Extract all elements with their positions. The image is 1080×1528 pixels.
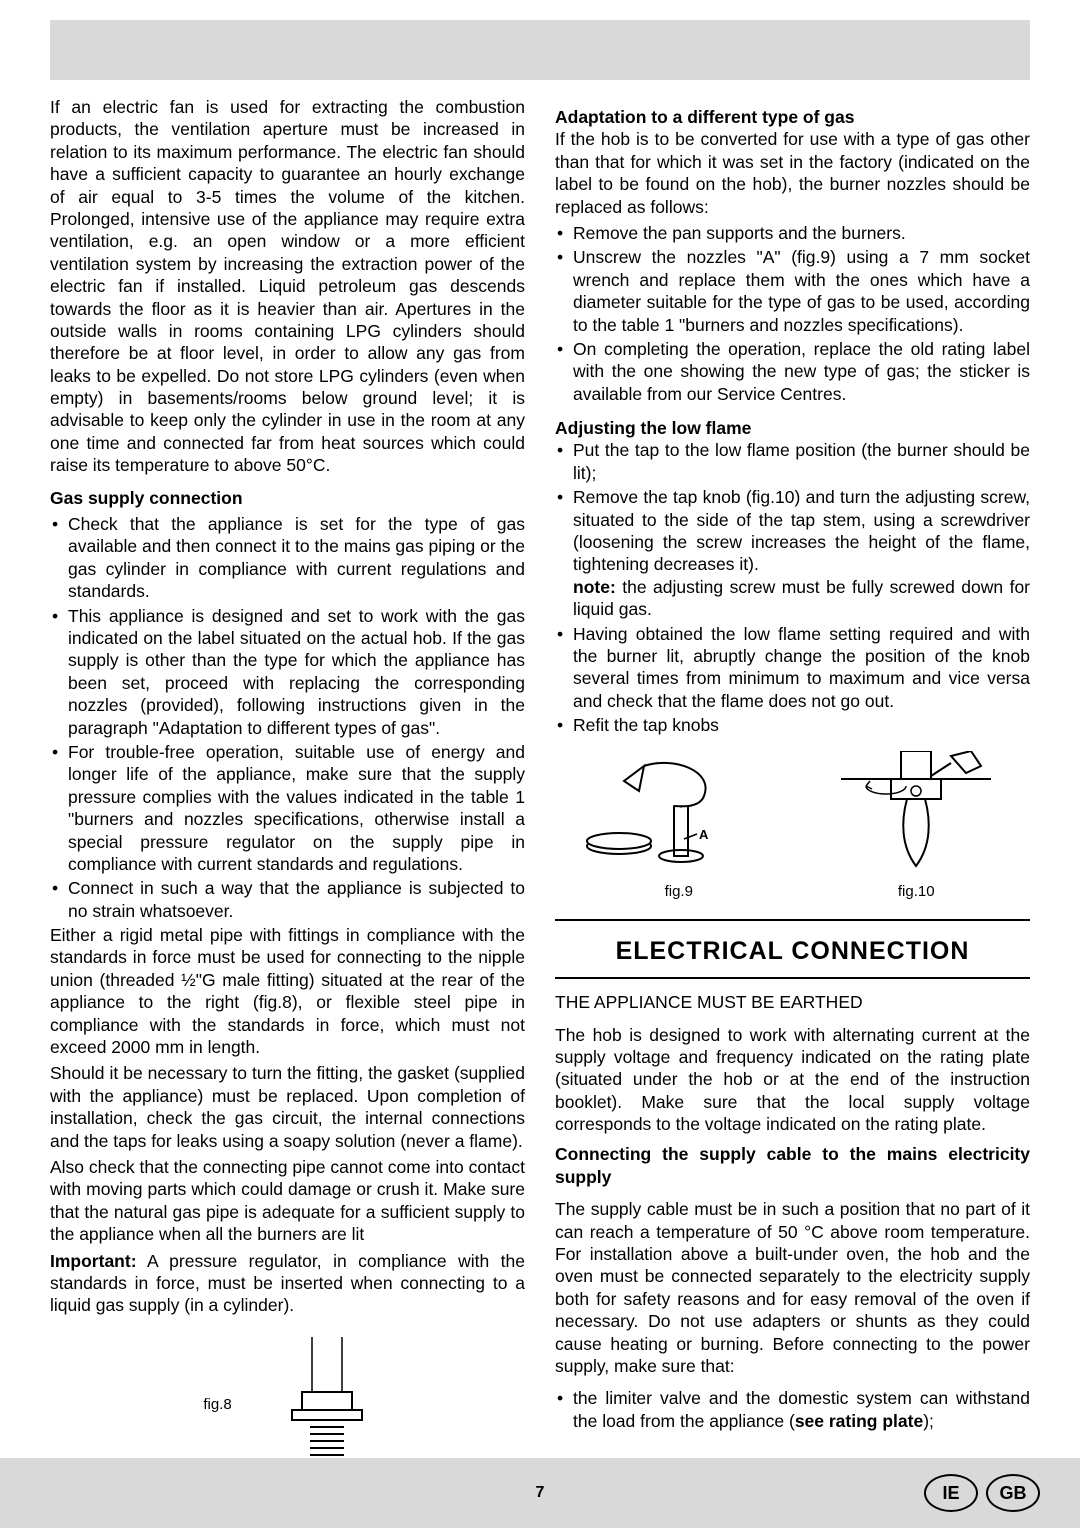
page: If an electric fan is used for extractin… (0, 0, 1080, 1528)
intro-paragraph: If an electric fan is used for extractin… (50, 96, 525, 477)
adjust-item-text: Remove the tap knob (fig.10) and turn th… (573, 487, 1030, 574)
right-column: Adaptation to a different type of gas If… (555, 96, 1030, 1467)
elec-bullet-post: ); (923, 1411, 934, 1431)
fig8-label: fig.8 (203, 1395, 231, 1414)
list-item: Unscrew the nozzles "A" (fig.9) using a … (555, 246, 1030, 336)
connect-heading: Connecting the supply cable to the mains… (555, 1143, 1030, 1188)
section-rule-bottom (555, 977, 1030, 979)
fig8-block: fig.8 (50, 1337, 525, 1467)
adaptation-intro: If the hob is to be converted for use wi… (555, 128, 1030, 218)
also-paragraph: Also check that the connecting pipe cann… (50, 1156, 525, 1246)
section-rule-top (555, 919, 1030, 921)
adjust-list: Put the tap to the low flame position (t… (555, 439, 1030, 736)
fig9-block: A fig.9 (584, 761, 774, 902)
left-column: If an electric fan is used for extractin… (50, 96, 525, 1467)
important-paragraph: Important: A pressure regulator, in comp… (50, 1250, 525, 1317)
list-item: Remove the tap knob (fig.10) and turn th… (555, 486, 1030, 620)
gas-supply-list: Check that the appliance is set for the … (50, 513, 525, 922)
list-item: the limiter valve and the domestic syste… (555, 1387, 1030, 1432)
gas-supply-heading: Gas supply connection (50, 487, 525, 509)
list-item: For trouble-free operation, suitable use… (50, 741, 525, 875)
list-item: Remove the pan supports and the burners. (555, 222, 1030, 244)
note-label: note: (573, 577, 616, 597)
elec-p2: The supply cable must be in such a posit… (555, 1198, 1030, 1377)
earthed-text: THE APPLIANCE MUST BE EARTHED (555, 991, 1030, 1013)
two-column-layout: If an electric fan is used for extractin… (50, 96, 1030, 1467)
list-item: Check that the appliance is set for the … (50, 513, 525, 603)
elec-p1: The hob is designed to work with alterna… (555, 1024, 1030, 1136)
fig10-block: fig.10 (831, 751, 1001, 902)
list-item: Having obtained the low flame setting re… (555, 623, 1030, 713)
region-badge-gb: GB (986, 1474, 1040, 1512)
important-label: Important: (50, 1251, 137, 1271)
list-item: On completing the operation, replace the… (555, 338, 1030, 405)
elec-bullet-bold: see rating plate (795, 1411, 923, 1431)
fig9-a-label: A (699, 827, 709, 842)
fig10-label: fig.10 (831, 882, 1001, 901)
page-number: 7 (536, 1484, 545, 1502)
adjust-heading: Adjusting the low flame (555, 417, 1030, 439)
note-text: the adjusting screw must be fully screwe… (573, 577, 1030, 619)
fig8-svg (282, 1337, 372, 1467)
electrical-title: ELECTRICAL CONNECTION (555, 935, 1030, 967)
list-item: Refit the tap knobs (555, 714, 1030, 736)
should-paragraph: Should it be necessary to turn the fitti… (50, 1062, 525, 1152)
list-item: This appliance is designed and set to wo… (50, 605, 525, 739)
fig-row: A fig.9 (555, 751, 1030, 902)
adaptation-list: Remove the pan supports and the burners.… (555, 222, 1030, 405)
elec-list: the limiter valve and the domestic syste… (555, 1387, 1030, 1432)
either-paragraph: Either a rigid metal pipe with fittings … (50, 924, 525, 1058)
footer-bar: 7 IE GB (0, 1458, 1080, 1528)
region-badge-ie: IE (924, 1474, 978, 1512)
fig10-svg (831, 751, 1001, 871)
fig9-label: fig.9 (584, 882, 774, 901)
list-item: Put the tap to the low flame position (t… (555, 439, 1030, 484)
fig9-svg: A (584, 761, 774, 871)
header-bar (50, 20, 1030, 80)
adaptation-heading: Adaptation to a different type of gas (555, 106, 1030, 128)
list-item: Connect in such a way that the appliance… (50, 877, 525, 922)
